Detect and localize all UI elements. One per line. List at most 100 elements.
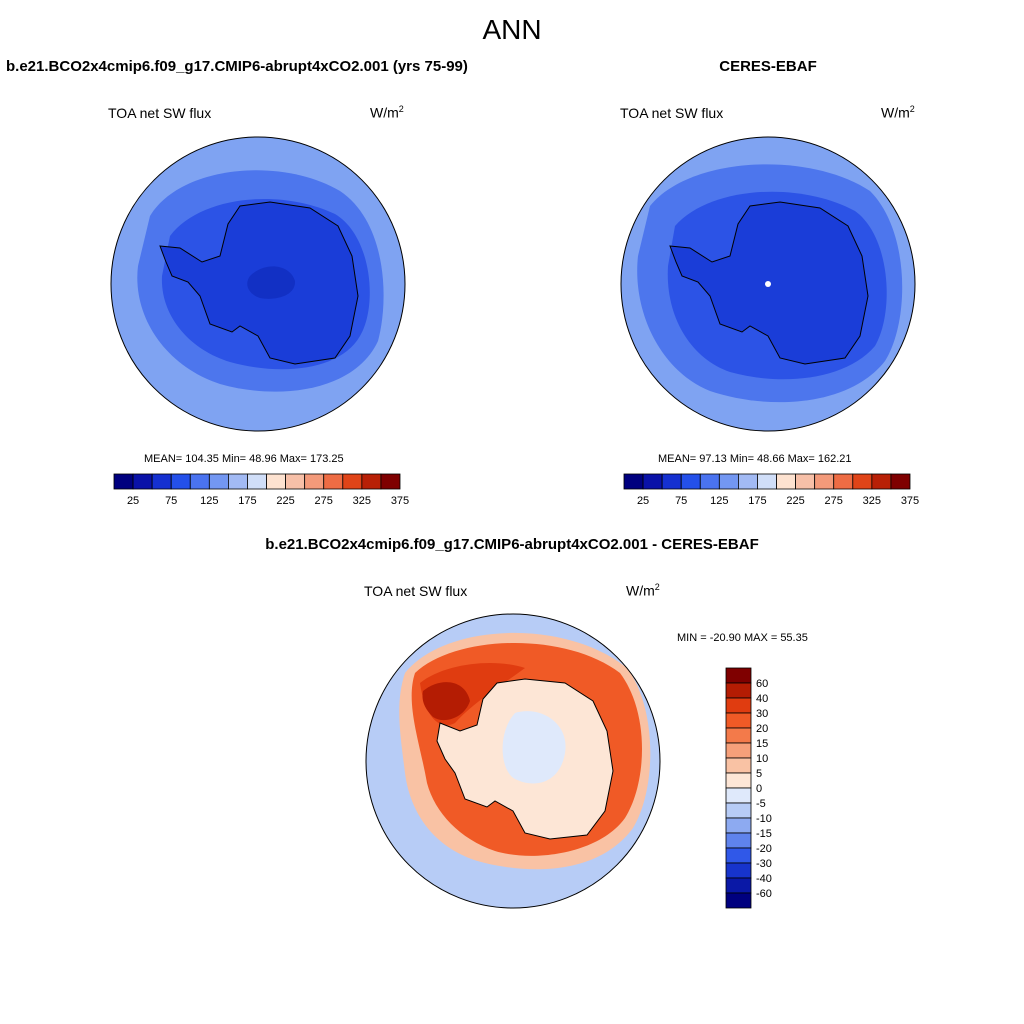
- obs-colorbar-tick-label: 375: [901, 495, 919, 507]
- diff-colorbar-box: [725, 742, 752, 759]
- model-colorbar-tick-label: 225: [276, 495, 294, 507]
- obs-colorbar-tick-label: 325: [863, 495, 881, 507]
- obs-colorbar-box: [776, 473, 797, 490]
- model-map-boundary: [110, 136, 406, 432]
- obs-colorbar-box: [680, 473, 701, 490]
- obs-colorbar-box: [795, 473, 816, 490]
- diff-colorbar-box: [725, 757, 752, 774]
- diff-map: [365, 613, 661, 909]
- model-colorbar-box: [113, 473, 134, 490]
- model-colorbar-tick-label: 25: [127, 495, 139, 507]
- diff-colorbar-box: [725, 772, 752, 789]
- model-units: W/m2: [370, 104, 404, 121]
- model-colorbar-box: [132, 473, 153, 490]
- obs-colorbar-box: [642, 473, 663, 490]
- diff-colorbar-tick-label: 5: [756, 768, 762, 780]
- model-colorbar-box: [266, 473, 287, 490]
- model-variable-label: TOA net SW flux: [108, 105, 212, 121]
- diff-colorbar-tick-label: 40: [756, 693, 768, 705]
- diff-colorbar-tick-label: -20: [756, 843, 772, 855]
- model-colorbar: 25 75 125 175 225 275 325 375: [113, 473, 409, 507]
- model-colorbar-tick-label: 325: [353, 495, 371, 507]
- obs-colorbar-box: [757, 473, 777, 490]
- model-interior-min: [247, 266, 296, 299]
- diff-stats: MIN = -20.90 MAX = 55.35: [677, 632, 808, 644]
- model-colorbar-box: [285, 473, 306, 490]
- diff-variable-label: TOA net SW flux: [364, 583, 468, 599]
- obs-colorbar-tick-label: 125: [710, 495, 728, 507]
- diff-colorbar-tick-label: -60: [756, 888, 772, 900]
- model-colorbar-box: [342, 473, 363, 490]
- diff-colorbar-box: [725, 847, 752, 864]
- diff-units: W/m2: [626, 582, 660, 599]
- diff-colorbar-tick-label: -10: [756, 813, 772, 825]
- obs-colorbar-tick-label: 225: [786, 495, 804, 507]
- obs-colorbar-box: [852, 473, 873, 490]
- model-colorbar-tick-label: 275: [315, 495, 333, 507]
- model-colorbar-tick-label: 75: [165, 495, 177, 507]
- model-colorbar-box: [304, 473, 325, 490]
- diff-interior: [502, 711, 566, 784]
- model-colorbar-box: [208, 473, 229, 490]
- diff-colorbar-tick-label: -40: [756, 873, 772, 885]
- obs-stats: MEAN= 97.13 Min= 48.66 Max= 162.21: [658, 453, 852, 465]
- diff-colorbar-tick-label: -15: [756, 828, 772, 840]
- obs-colorbar-tick-label: 175: [748, 495, 766, 507]
- diff-colorbar-tick-label: 30: [756, 708, 768, 720]
- obs-colorbar-tick-label: 75: [675, 495, 687, 507]
- diff-map-boundary: [365, 613, 661, 909]
- model-colorbar-tick-label: 175: [238, 495, 256, 507]
- obs-colorbar-box: [718, 473, 739, 490]
- model-panel-title: b.e21.BCO2x4cmip6.f09_g17.CMIP6-abrupt4x…: [6, 58, 468, 75]
- diff-colorbar-tick-label: -5: [756, 798, 766, 810]
- diff-colorbar-box: [725, 832, 752, 849]
- diff-colorbar-tick-label: 60: [756, 678, 768, 690]
- obs-colorbar-box: [814, 473, 835, 490]
- model-colorbar-box: [170, 473, 191, 490]
- model-colorbar-box: [323, 473, 344, 490]
- diff-colorbar-box: [725, 697, 752, 714]
- diff-colorbar-box: [725, 802, 752, 819]
- figure-title: ANN: [482, 14, 542, 45]
- diff-colorbar-tick-label: 10: [756, 753, 768, 765]
- diff-colorbar-box: [725, 787, 752, 804]
- obs-colorbar: 25 75 125 175 225 275 325 375: [623, 473, 919, 507]
- diff-colorbar-box: [725, 892, 752, 909]
- diff-colorbar-tick-label: -30: [756, 858, 772, 870]
- obs-colorbar-box: [623, 473, 644, 490]
- model-colorbar-box: [380, 473, 401, 490]
- model-colorbar-box: [361, 473, 382, 490]
- obs-units: W/m2: [881, 104, 915, 121]
- model-colorbar-box: [189, 473, 210, 490]
- diff-colorbar-box: [725, 877, 752, 894]
- obs-colorbar-box: [890, 473, 911, 490]
- diff-colorbar-box: [725, 712, 752, 729]
- obs-map-boundary: [620, 136, 916, 432]
- diff-colorbar-tick-label: 20: [756, 723, 768, 735]
- obs-map: [620, 136, 916, 432]
- diff-colorbar: 60 40 30 20 15 10 5 0 -5 -10 -15 -20 -30 -40 -60: [725, 667, 772, 909]
- model-colorbar-tick-label: 125: [200, 495, 218, 507]
- obs-colorbar-box: [699, 473, 720, 490]
- model-colorbar-box: [228, 473, 248, 490]
- obs-variable-label: TOA net SW flux: [620, 105, 724, 121]
- obs-colorbar-tick-label: 25: [637, 495, 649, 507]
- diff-colorbar-box: [725, 682, 752, 699]
- obs-colorbar-box: [661, 473, 682, 490]
- obs-colorbar-box: [833, 473, 854, 490]
- model-colorbar-tick-label: 375: [391, 495, 409, 507]
- model-stats: MEAN= 104.35 Min= 48.96 Max= 173.25: [144, 453, 344, 465]
- obs-colorbar-tick-label: 275: [825, 495, 843, 507]
- diff-colorbar-box: [725, 667, 752, 684]
- diff-max: [422, 682, 470, 721]
- model-map: [110, 136, 406, 432]
- obs-colorbar-box: [738, 473, 758, 490]
- diff-colorbar-tick-label: 15: [756, 738, 768, 750]
- model-colorbar-box: [247, 473, 267, 490]
- diff-colorbar-box: [725, 862, 752, 879]
- diff-colorbar-box: [725, 727, 752, 744]
- diff-colorbar-box: [725, 817, 752, 834]
- diff-panel-title: b.e21.BCO2x4cmip6.f09_g17.CMIP6-abrupt4x…: [265, 536, 759, 553]
- obs-panel-title: CERES-EBAF: [719, 58, 817, 75]
- obs-pole-hole: [765, 281, 771, 287]
